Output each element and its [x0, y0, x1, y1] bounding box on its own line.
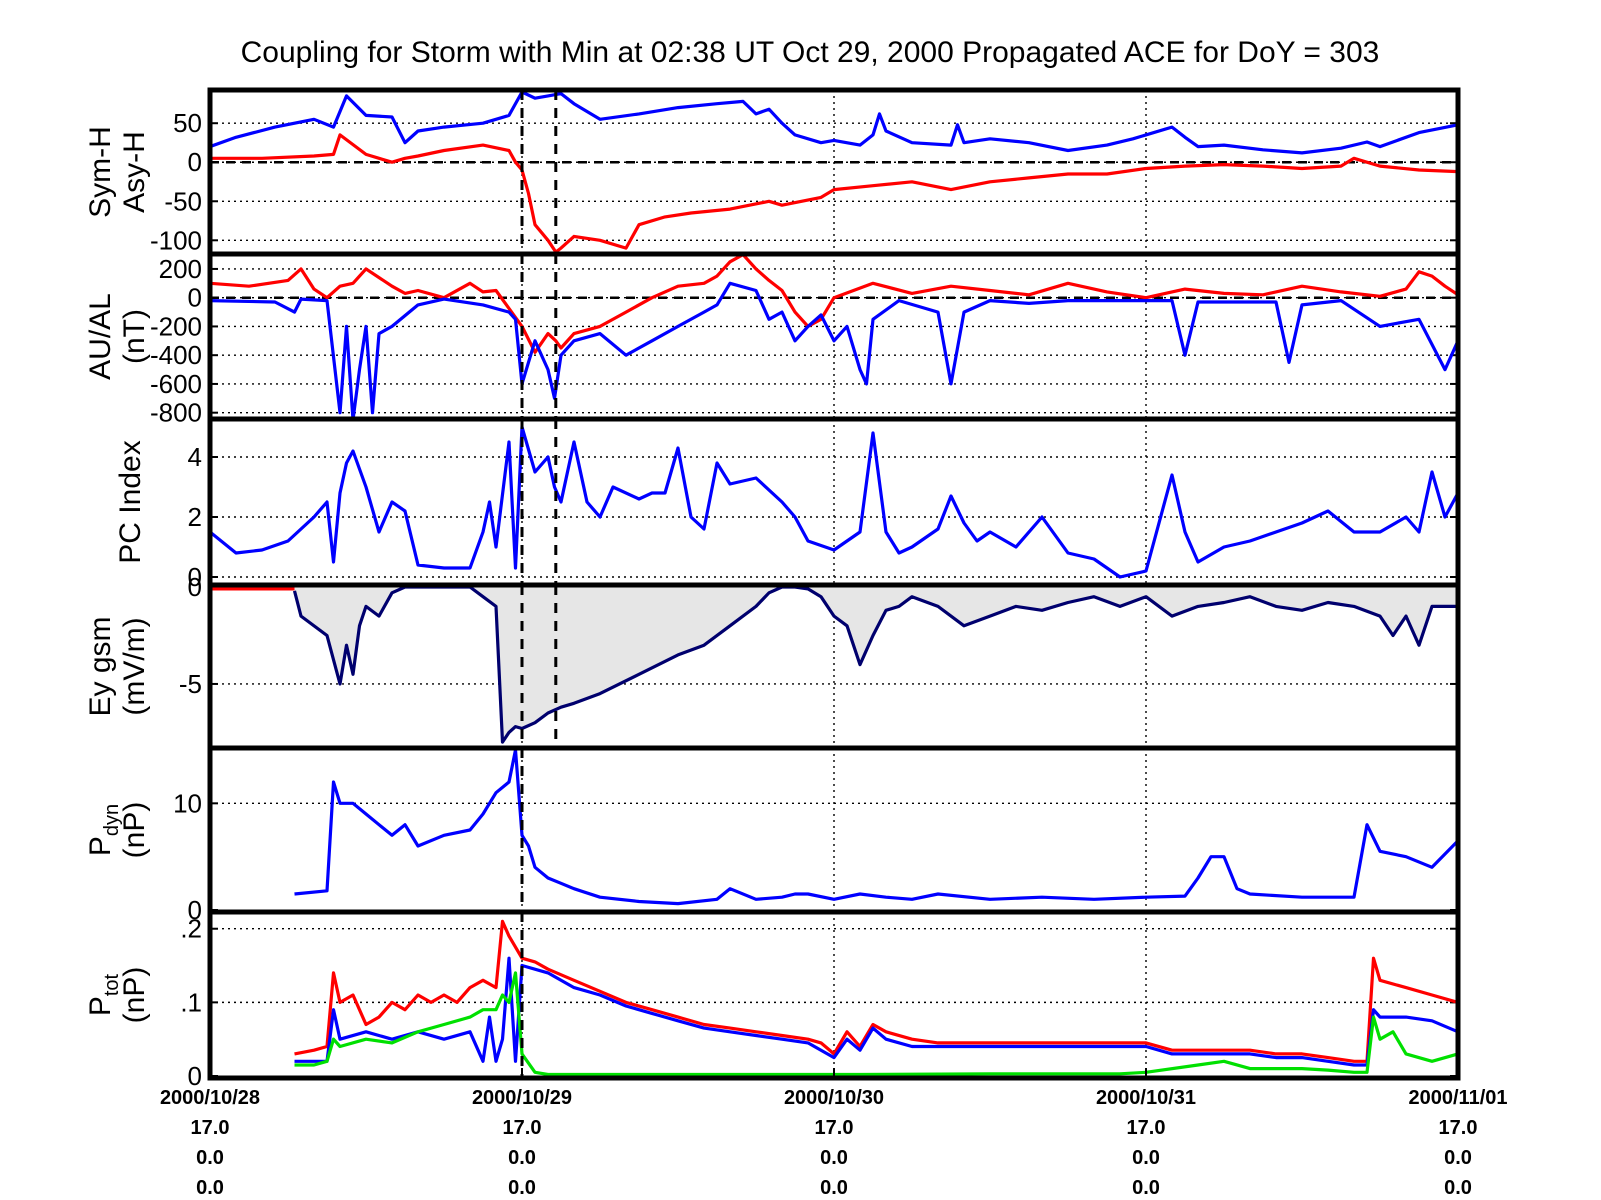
- series-line-pc-index: [210, 425, 1458, 579]
- y-axis-label: Ptot: [84, 973, 123, 1016]
- y-axis-label: Ey gsm: [84, 616, 117, 716]
- y-axis-label: (mV/m): [118, 617, 151, 715]
- y-tick-label: 0: [188, 895, 202, 925]
- series-line-asy-h: [210, 90, 1458, 155]
- series-group: [210, 254, 1458, 419]
- y-tick-label: 0: [188, 283, 202, 313]
- x-tick-label: 17.0: [1439, 1117, 1478, 1139]
- x-tick-label: 0.0: [820, 1147, 848, 1169]
- panel-2: 2000-200-400-600-800 AU/AL (nT): [84, 251, 1461, 428]
- y-tick-label: .2: [180, 914, 202, 944]
- x-tick-label: 2000/10/30: [784, 1087, 884, 1109]
- panel-3: 4 2 0 PC Index: [114, 416, 1461, 592]
- x-tick-label: 0.0: [196, 1147, 224, 1169]
- y-tick-label: 200: [159, 254, 202, 284]
- series-line-sym-h: [210, 133, 1458, 254]
- y-tick-label: -400: [150, 340, 202, 370]
- series-group: [210, 425, 1458, 579]
- x-tick-label: 0.0: [1444, 1177, 1472, 1199]
- x-tick-label: 0.0: [196, 1177, 224, 1199]
- y-tick-label: 0: [188, 1061, 202, 1091]
- y-tick-label: 10: [173, 788, 202, 818]
- series-line-p-dyn: [294, 748, 1458, 906]
- figure-title: Coupling for Storm with Min at 02:38 UT …: [241, 36, 1380, 69]
- y-tick-label: -50: [164, 186, 202, 216]
- series-line-blue: [294, 956, 1458, 1067]
- y-axis-label: Pdyn: [84, 804, 123, 856]
- y-axis-label: Asy-H: [118, 131, 151, 213]
- panel-1: 50 0 -50 -100 Sym-H Asy-H: [84, 87, 1461, 257]
- panel-6: .2 .1 0 Ptot(nP): [84, 909, 1461, 1091]
- y-axis-label: AU/AL: [84, 293, 117, 380]
- series-line-green: [294, 971, 1458, 1077]
- y-tick-label: -600: [150, 369, 202, 399]
- y-tick-label: -200: [150, 311, 202, 341]
- y-axis-label: (nP): [118, 967, 151, 1024]
- y-axis-label: Sym-H: [84, 126, 117, 218]
- y-tick-label: -5: [179, 669, 202, 699]
- y-axis-label: (nP): [118, 802, 151, 859]
- x-tick-label: 2000/11/01: [1409, 1087, 1508, 1109]
- x-tick-label: 0.0: [508, 1177, 536, 1199]
- y-tick-label: -800: [150, 398, 202, 428]
- x-tick-label: 2000/10/29: [472, 1087, 572, 1109]
- y-tick-label: -100: [150, 225, 202, 255]
- x-tick-label: 0.0: [508, 1147, 536, 1169]
- y-tick-label: 50: [173, 108, 202, 138]
- series-fill-ey-gsm: [294, 587, 1458, 743]
- x-tick-label: 0.0: [1444, 1147, 1472, 1169]
- series-line-au: [210, 254, 1458, 354]
- panel-4: -5 0 Ey gsm (mV/m): [84, 572, 1461, 751]
- x-tick-label: 2000/10/31: [1096, 1087, 1196, 1109]
- y-tick-label: .1: [180, 987, 202, 1017]
- y-tick-label: 0: [188, 147, 202, 177]
- y-axis-label: (nT): [118, 309, 151, 364]
- x-tick-label: 0.0: [1132, 1177, 1160, 1199]
- y-axis-label: PC Index: [114, 440, 147, 563]
- y-tick-label: 4: [188, 442, 202, 472]
- series-line-red: [294, 919, 1458, 1063]
- x-tick-label: 17.0: [815, 1117, 854, 1139]
- x-tick-label: 2000/10/28: [160, 1087, 260, 1109]
- panel-5: 10 0 Pdyn(nP): [84, 745, 1461, 925]
- y-tick-label: 2: [188, 502, 202, 532]
- x-tick-label: 17.0: [191, 1117, 230, 1139]
- x-tick-label: 0.0: [1132, 1147, 1160, 1169]
- series-group: [210, 90, 1458, 254]
- x-tick-label: 17.0: [503, 1117, 542, 1139]
- x-tick-label: 17.0: [1127, 1117, 1166, 1139]
- y-tick-label: 0: [188, 562, 202, 592]
- x-axis: 2000/10/28 17.0 0.0 0.0 2000/10/29 17.0 0.0 0.0…: [160, 1068, 1508, 1199]
- series-group: [294, 748, 1458, 906]
- x-tick-label: 0.0: [820, 1177, 848, 1199]
- series-group: [294, 919, 1458, 1077]
- y-tick-label: 0: [188, 572, 202, 602]
- series-line-al: [210, 281, 1458, 419]
